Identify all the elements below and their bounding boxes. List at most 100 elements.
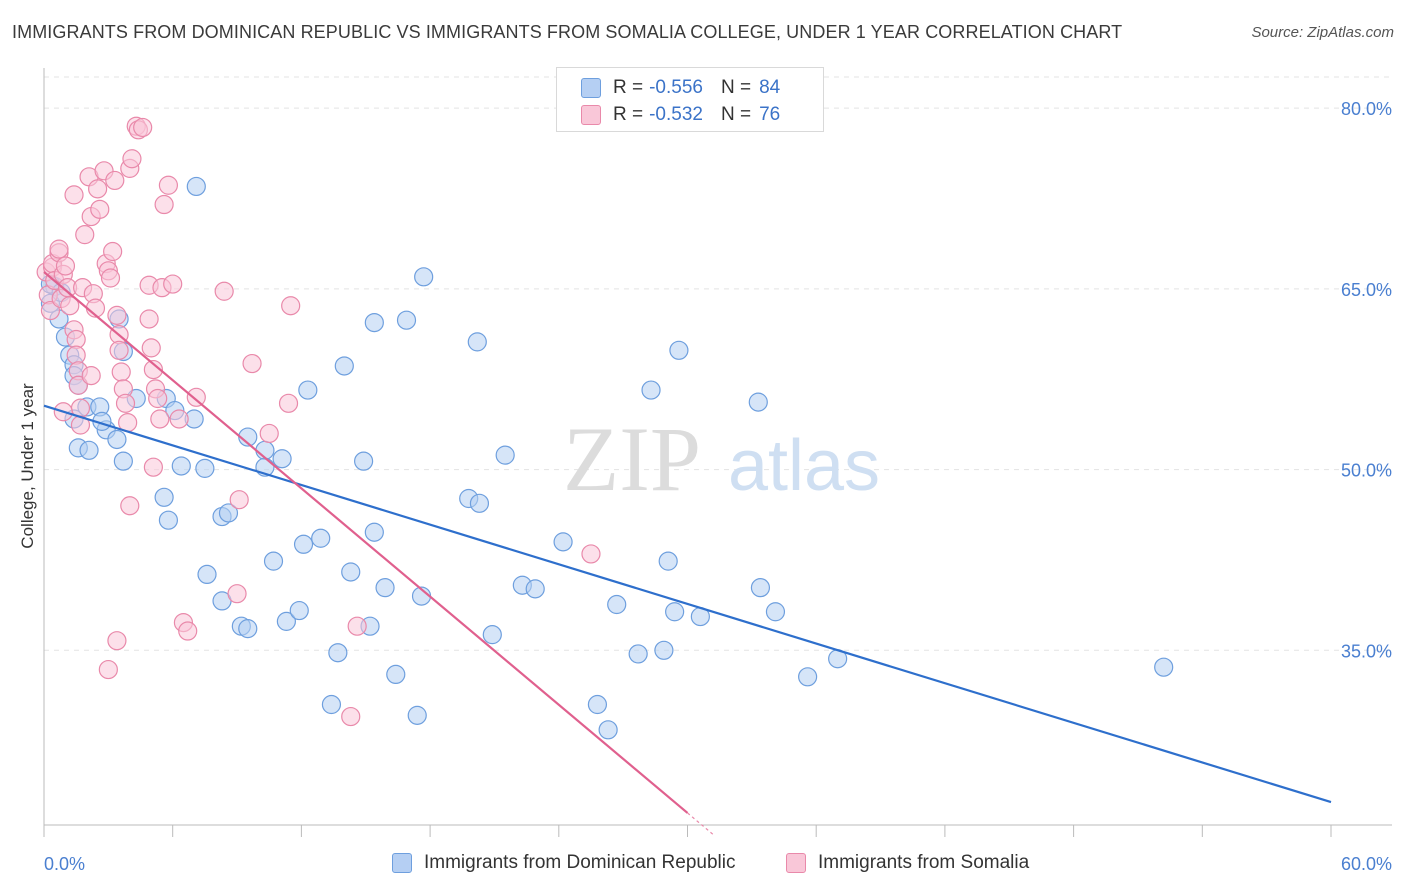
point-somalia xyxy=(103,241,123,262)
point-dominican-republic xyxy=(396,310,417,330)
point-somalia xyxy=(88,179,108,199)
point-dominican-republic xyxy=(414,267,434,287)
point-dominican-republic xyxy=(607,594,627,615)
point-somalia xyxy=(98,659,118,680)
legend-item-somalia: Immigrants from Somalia xyxy=(786,852,1029,874)
point-dominican-republic xyxy=(798,667,818,687)
point-dominican-republic xyxy=(525,579,545,599)
trend-line-somalia xyxy=(43,271,689,814)
tick-labels: 35.0% 50.0% 65.0% 80.0% 0.0% 60.0% xyxy=(44,99,1392,874)
point-dominican-republic xyxy=(665,602,685,622)
y-tick-label: 65.0% xyxy=(1341,280,1392,300)
point-somalia xyxy=(100,268,121,288)
point-somalia xyxy=(242,353,262,374)
point-somalia xyxy=(105,170,125,191)
point-somalia xyxy=(154,194,174,215)
point-dominican-republic xyxy=(587,694,608,715)
point-dominican-republic xyxy=(186,176,206,197)
point-somalia xyxy=(60,296,80,316)
point-dominican-republic xyxy=(495,445,515,465)
trend-line-dominican-republic xyxy=(43,404,1332,804)
point-somalia xyxy=(55,256,76,276)
blue-swatch xyxy=(392,853,412,873)
point-dominican-republic xyxy=(407,705,427,725)
point-somalia xyxy=(143,359,163,380)
point-somalia xyxy=(214,281,234,301)
point-somalia xyxy=(281,296,301,316)
legend-label-dominican-republic: Immigrants from Dominican Republic xyxy=(424,852,736,873)
chart-title: IMMIGRANTS FROM DOMINICAN REPUBLIC VS IM… xyxy=(12,22,1123,42)
pink-swatch xyxy=(786,853,806,873)
point-dominican-republic xyxy=(354,451,374,471)
source-label: Source: ZipAtlas.com xyxy=(1251,24,1394,41)
point-dominican-republic xyxy=(654,640,674,660)
point-somalia xyxy=(150,409,170,429)
point-dominican-republic xyxy=(113,451,133,471)
blue-n-value: 84 xyxy=(759,77,781,98)
point-dominican-republic xyxy=(289,600,309,621)
point-dominican-republic xyxy=(765,602,786,622)
legend-label-somalia: Immigrants from Somalia xyxy=(818,852,1030,873)
point-somalia xyxy=(139,309,159,329)
trend-extension-somalia xyxy=(687,812,714,836)
point-somalia xyxy=(581,544,601,564)
point-somalia xyxy=(120,496,140,516)
point-somalia xyxy=(169,409,189,429)
y-tick-label: 35.0% xyxy=(1341,641,1392,661)
point-somalia xyxy=(347,616,367,636)
point-somalia xyxy=(68,375,88,395)
point-dominican-republic xyxy=(1154,657,1174,677)
point-dominican-republic xyxy=(328,643,348,663)
point-dominican-republic xyxy=(272,449,292,469)
point-somalia xyxy=(115,393,136,413)
axes xyxy=(43,68,1392,837)
point-somalia xyxy=(186,387,206,407)
point-dominican-republic xyxy=(364,522,384,542)
point-dominican-republic xyxy=(293,534,314,554)
x-tick-label: 60.0% xyxy=(1341,854,1392,874)
point-dominican-republic xyxy=(158,510,179,530)
legend-row-blue: R = -0.556 N = 84 xyxy=(557,75,780,101)
legend-item-dominican-republic: Immigrants from Dominican Republic xyxy=(392,852,736,874)
pink-n-value: 76 xyxy=(759,104,781,125)
point-somalia xyxy=(141,338,161,358)
point-somalia xyxy=(81,366,101,386)
trend-lines xyxy=(43,271,1332,836)
point-dominican-republic xyxy=(482,625,502,645)
point-dominican-republic xyxy=(469,493,490,513)
point-dominican-republic xyxy=(107,429,127,450)
point-somalia xyxy=(178,621,198,641)
point-somalia xyxy=(163,274,183,294)
point-dominican-republic xyxy=(750,578,771,598)
series-somalia xyxy=(36,116,601,727)
y-tick-label: 80.0% xyxy=(1341,99,1392,119)
n-label: N = xyxy=(720,104,752,125)
point-dominican-republic xyxy=(334,356,354,376)
point-somalia xyxy=(227,584,247,604)
point-somalia xyxy=(158,175,179,195)
y-tick-label: 50.0% xyxy=(1341,461,1392,481)
point-somalia xyxy=(90,199,110,219)
point-somalia xyxy=(122,149,142,169)
x-tick-label: 0.0% xyxy=(44,854,85,874)
point-dominican-republic xyxy=(321,694,342,715)
stats-legend: R = -0.556 N = 84 R = -0.532 N = 76 xyxy=(556,67,824,132)
legend-row-pink: R = -0.532 N = 76 xyxy=(557,102,780,128)
point-dominican-republic xyxy=(276,611,296,631)
point-dominican-republic xyxy=(641,380,661,400)
point-dominican-republic xyxy=(218,503,239,523)
point-dominican-republic xyxy=(195,458,215,478)
r-label: R = xyxy=(613,77,644,98)
watermark-zip: ZIP xyxy=(563,408,701,510)
point-somalia xyxy=(111,362,131,382)
blue-r-value: -0.556 xyxy=(649,77,703,98)
point-dominican-republic xyxy=(311,528,331,548)
point-dominican-republic xyxy=(375,578,395,598)
point-dominican-republic xyxy=(171,456,191,476)
point-somalia xyxy=(40,300,61,321)
point-dominican-republic xyxy=(748,392,768,412)
point-somalia xyxy=(107,305,127,325)
point-somalia xyxy=(278,393,299,413)
point-dominican-republic xyxy=(238,619,258,639)
